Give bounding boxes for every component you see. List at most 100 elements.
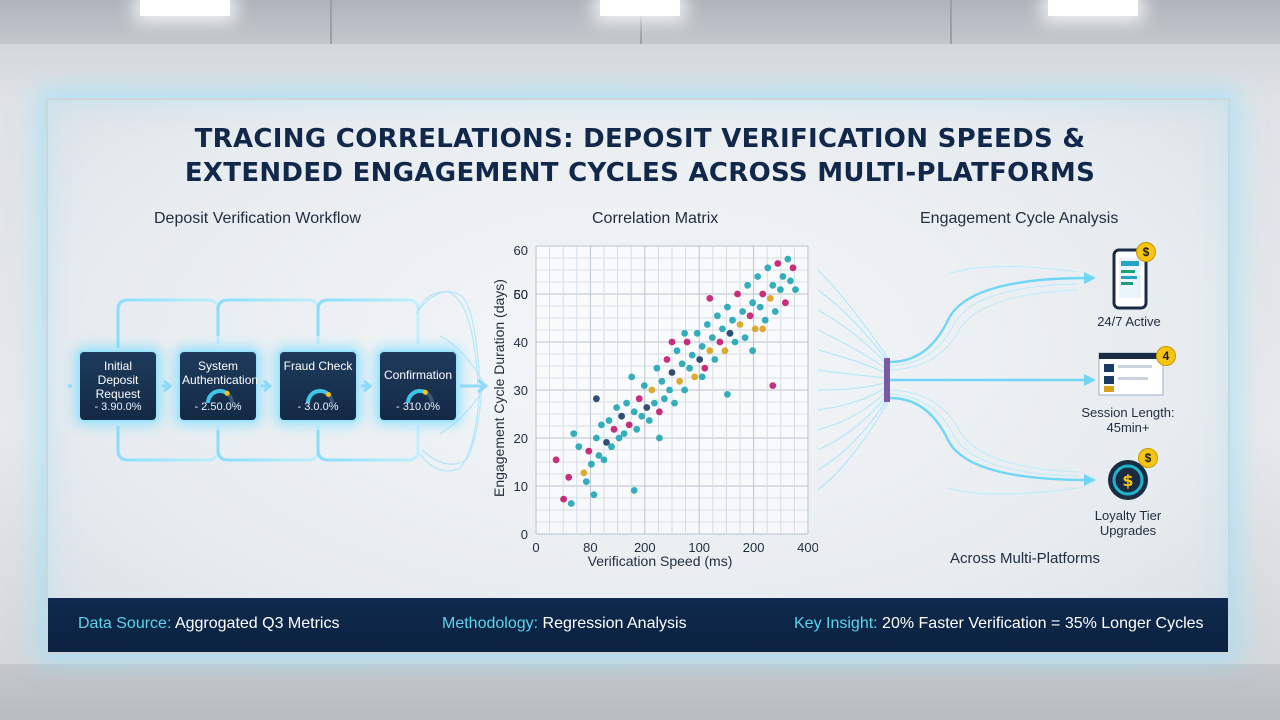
scatter-point xyxy=(756,303,764,311)
engagement-item-label: Loyalty Tier Upgrades xyxy=(1078,508,1178,538)
scatter-point xyxy=(789,264,797,272)
scatter-point xyxy=(749,299,756,307)
scatter-point xyxy=(676,377,683,385)
scatter-point xyxy=(769,281,777,289)
workflow-flow-lines xyxy=(68,266,1096,495)
chart-y-tick-label: 20 xyxy=(514,431,528,446)
data-source-value: Aggrogated Q3 Metrics xyxy=(171,615,340,632)
scatter-point xyxy=(759,290,767,298)
scatter-point xyxy=(593,434,600,442)
scatter-point xyxy=(784,255,792,263)
scatter-point xyxy=(598,421,605,429)
page-title: TRACING CORRELATIONS: DEPOSIT VERIFICATI… xyxy=(48,122,1232,190)
scatter-point xyxy=(605,417,613,424)
scatter-point xyxy=(716,338,724,346)
data-source-key: Data Source: xyxy=(78,615,172,632)
chart-x-tick-label: 100 xyxy=(688,540,710,555)
gauge-icon xyxy=(205,388,234,404)
workflow-step-confirmation[interactable]: Confirmation - 310.0% xyxy=(378,350,458,422)
scatter-point xyxy=(734,290,741,298)
chart-y-tick-label: 0 xyxy=(521,527,528,542)
workflow-step-system-authentication[interactable]: System Authentication - 2.50.0% xyxy=(178,350,258,422)
scatter-point xyxy=(640,382,648,389)
scatter-point xyxy=(648,386,656,394)
ceiling-light xyxy=(1048,0,1138,16)
loyalty-coin-icon: $ $ xyxy=(1106,448,1158,502)
scatter-point xyxy=(638,412,646,420)
scatter-point xyxy=(585,447,593,455)
chart-x-axis-title: Verification Speed (ms) xyxy=(588,553,733,569)
scatter-point xyxy=(663,356,671,363)
ceiling-seam xyxy=(640,0,642,44)
chart-x-ticks: 0 80 200 100 200 400 xyxy=(532,540,818,555)
scatter-point xyxy=(688,351,696,359)
scatter-point xyxy=(741,334,749,341)
scatter-point xyxy=(754,273,762,280)
badge: $ xyxy=(1138,448,1158,468)
workflow-step-fraud-check[interactable]: Fraud Check - 3.0.0% xyxy=(278,350,358,422)
workflow-step-value: - 2.50.0% xyxy=(194,401,242,413)
scatter-point xyxy=(633,425,641,433)
scatter-point xyxy=(643,404,651,411)
scatter-point xyxy=(777,286,784,293)
phone-icon: $ xyxy=(1112,242,1156,310)
methodology: Methodology: Regression Analysis xyxy=(442,615,687,633)
scatter-point xyxy=(729,316,736,324)
scatter-point xyxy=(656,408,663,416)
ceiling-seam xyxy=(330,0,332,44)
scatter-point xyxy=(759,325,767,333)
scatter-point xyxy=(668,338,676,346)
data-source: Data Source: Aggrogated Q3 Metrics xyxy=(78,615,339,633)
title-line-2: EXTENDED ENGAGEMENT CYCLES ACROSS MULTI-… xyxy=(184,158,1096,188)
chart-y-tick-label: 40 xyxy=(514,335,528,350)
scatter-point xyxy=(618,412,625,420)
scatter-point xyxy=(653,364,661,372)
methodology-value: Regression Analysis xyxy=(538,615,687,632)
scatter-point xyxy=(774,260,782,267)
ceiling-light xyxy=(600,0,680,16)
engagement-footer: Across Multi-Platforms xyxy=(950,550,1101,567)
key-insight-key: Key Insight: xyxy=(794,615,878,632)
scatter-point xyxy=(782,299,789,307)
scatter-point xyxy=(567,500,575,507)
scatter-point xyxy=(706,295,714,302)
chart-x-tick-label: 200 xyxy=(743,540,765,555)
chart-points xyxy=(552,255,799,507)
scatter-point xyxy=(779,273,787,280)
scatter-point xyxy=(615,434,623,442)
scatter-point xyxy=(666,386,673,394)
scatter-point xyxy=(593,395,600,403)
scatter-point xyxy=(661,395,668,403)
scatter-point xyxy=(681,386,688,394)
scatter-point xyxy=(613,404,620,411)
correlation-label: Correlation Matrix xyxy=(592,210,719,227)
scatter-point xyxy=(719,325,726,333)
workflow-step-value: - 310.0% xyxy=(395,401,441,413)
gauge-icon xyxy=(406,389,434,404)
workflow-step-initial-deposit[interactable]: Initial Deposit Request - 3.90.0% xyxy=(78,350,158,422)
workflow-label: Deposit Verification Workflow xyxy=(154,210,361,227)
scatter-point xyxy=(570,430,578,437)
gauge-tip xyxy=(422,389,428,395)
scatter-point xyxy=(698,373,706,381)
gauge-fill xyxy=(305,389,330,404)
chart-y-tick-label: 10 xyxy=(514,479,528,494)
scatter-point xyxy=(565,473,573,481)
workflow-step-title: Confirmation xyxy=(383,368,453,382)
scatter-point xyxy=(766,295,774,302)
scatter-point xyxy=(701,364,709,372)
gauge-icon xyxy=(305,389,334,404)
scatter-point xyxy=(560,495,567,503)
scatter-point xyxy=(686,364,693,372)
scatter-point xyxy=(714,312,721,320)
chart-y-axis-title: Engagement Cycle Duration (days) xyxy=(491,279,507,497)
scatter-point xyxy=(787,277,794,285)
scatter-point xyxy=(693,329,701,337)
scatter-point xyxy=(708,334,716,341)
badge: 4 xyxy=(1156,346,1176,366)
scatter-point xyxy=(706,347,714,355)
gauge-fill xyxy=(205,388,229,404)
scatter-point xyxy=(630,487,638,494)
key-insight-value: 20% Faster Verification = 35% Longer Cyc… xyxy=(877,615,1204,632)
scatter-point xyxy=(703,321,711,328)
